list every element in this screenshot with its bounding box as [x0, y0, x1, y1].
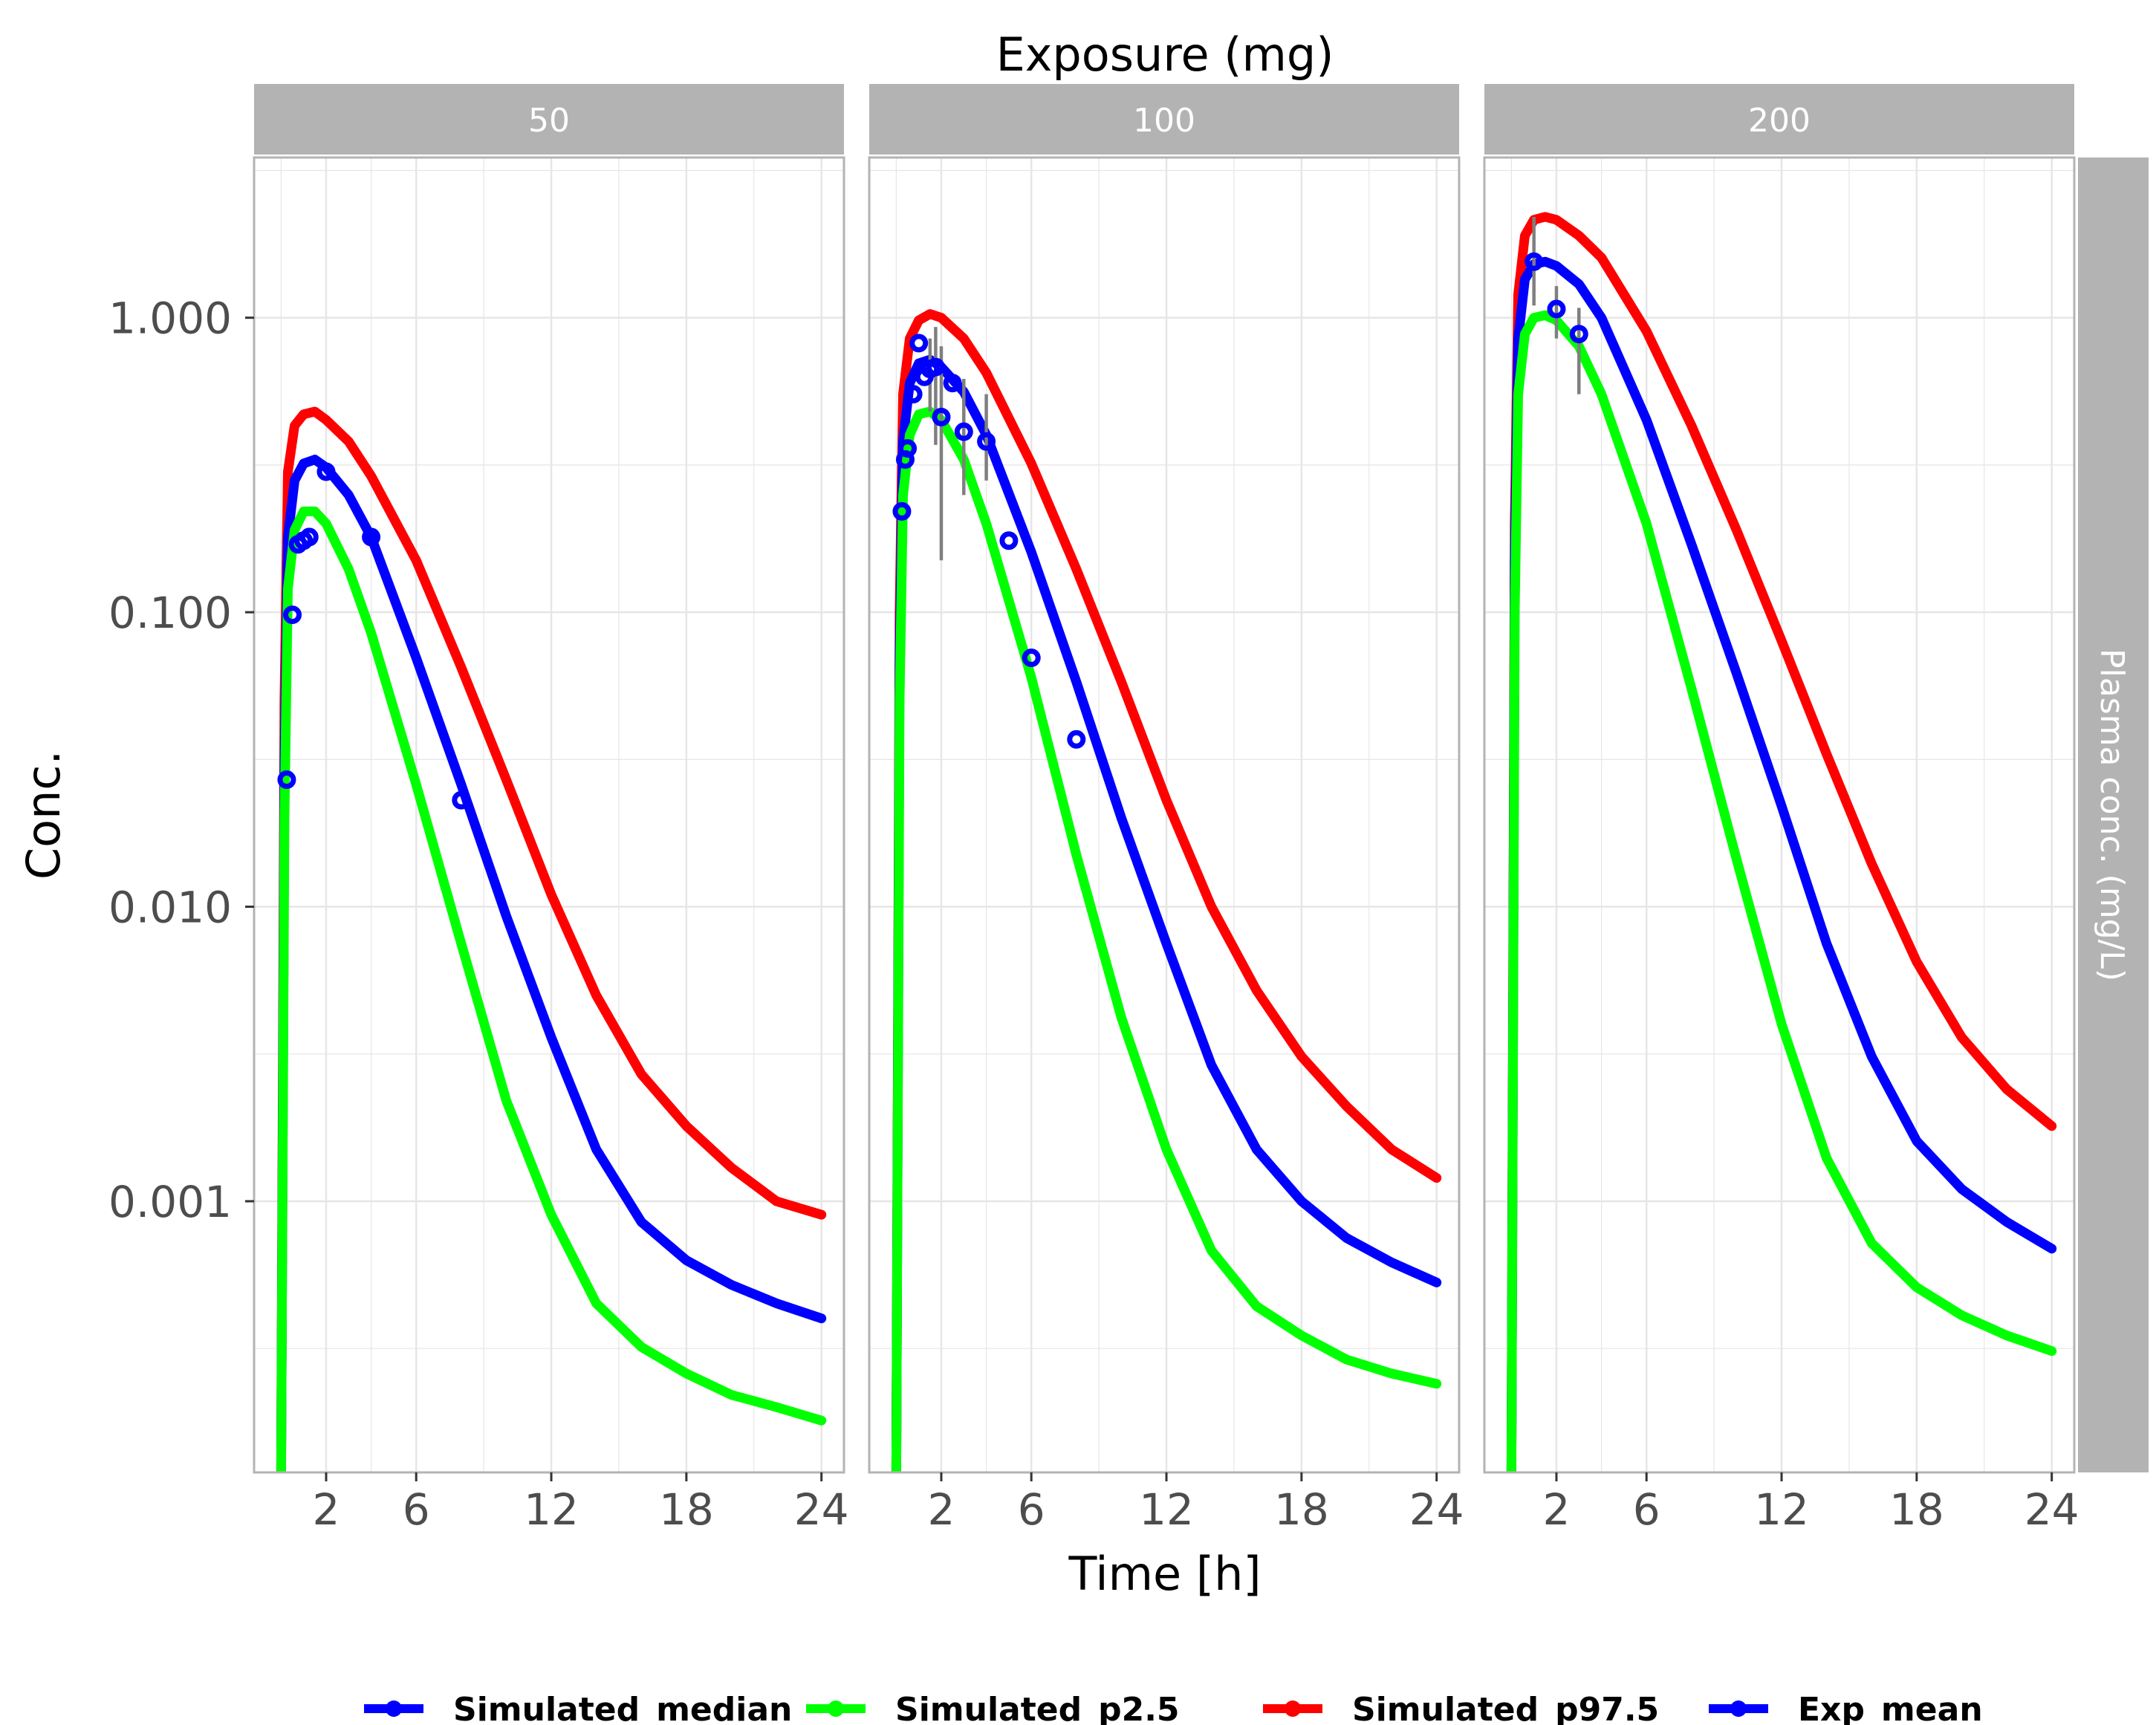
series-line-simulated-p97-5	[1506, 212, 2057, 1472]
series-line-simulated-p2-5	[1506, 310, 2057, 1472]
exp-mean-point	[1547, 299, 1566, 319]
legend-key-point	[1285, 1700, 1301, 1717]
exp-mean-point	[316, 462, 336, 481]
legend-key-point	[386, 1700, 402, 1717]
x-tick-label: 18	[659, 1484, 714, 1535]
exp-mean-point	[926, 357, 945, 377]
errorbars	[1532, 216, 1581, 394]
row-strip: Plasma conc. (mg/L)	[2078, 157, 2149, 1472]
grid	[1484, 157, 2074, 1472]
exp-mean-point	[299, 527, 319, 547]
exp-mean-point	[1569, 325, 1588, 344]
x-tick-label: 12	[524, 1484, 579, 1535]
series-line-simulated-median	[1506, 256, 2057, 1472]
x-tick-label: 6	[403, 1484, 430, 1535]
exp-mean-point	[954, 422, 973, 441]
y-tick-label: 0.100	[108, 588, 232, 638]
x-axis: 2 6 12 18 24	[313, 1472, 849, 1535]
x-axis: 2 6 12 18 24	[928, 1472, 1464, 1535]
observed-points	[277, 462, 471, 810]
y-axis-title: Conc.	[16, 750, 71, 880]
exp-mean-point	[909, 334, 929, 353]
grid	[254, 157, 844, 1472]
row-strip-background	[2078, 157, 2149, 1472]
panel-border	[253, 156, 845, 1474]
exp-mean-point	[277, 770, 296, 790]
legend-key-point	[1730, 1700, 1747, 1717]
x-tick-label: 18	[1274, 1484, 1329, 1535]
series-line-simulated-p97-5	[276, 406, 827, 1472]
legend-label: Simulated_p97.5	[1352, 1691, 1659, 1725]
x-tick-label: 12	[1139, 1484, 1194, 1535]
y-tick-label: 0.010	[108, 883, 232, 933]
legend-item: Exp_mean	[1709, 1691, 1983, 1725]
x-axis-title: Time [h]	[1068, 1547, 1261, 1601]
y-tick-label: 1.000	[108, 293, 232, 344]
panel-50: 50 2 6 12 18 24 0.001 0.010 0.100 1.000	[108, 84, 849, 1535]
legend-key-point	[828, 1700, 844, 1717]
exp-mean-point	[1022, 649, 1041, 668]
exp-mean-point	[1067, 730, 1086, 749]
exp-mean-point	[892, 501, 912, 521]
series-line-simulated-p97-5	[891, 309, 1442, 1472]
chart-title: Exposure (mg)	[996, 27, 1334, 82]
panel-border	[868, 156, 1461, 1474]
row-strip-label: Plasma conc. (mg/L)	[2093, 649, 2131, 981]
x-tick-label: 2	[1543, 1484, 1571, 1535]
legend-item: Simulated_p97.5	[1263, 1691, 1659, 1725]
grid	[869, 157, 1459, 1472]
exp-mean-point	[932, 407, 951, 426]
observed-points	[892, 334, 1086, 749]
panel-100: 100 2 6 12 18 24	[868, 84, 1464, 1535]
panel-strip-100	[869, 84, 1459, 155]
panel-strip-200	[1484, 84, 2074, 155]
exp-mean-point	[283, 605, 302, 625]
series-line-simulated-median	[276, 455, 827, 1472]
legend-label: Simulated_p2.5	[895, 1691, 1180, 1725]
x-tick-label: 2	[928, 1484, 955, 1535]
observed-points	[1525, 252, 1588, 344]
y-tick-label: 0.001	[108, 1177, 232, 1227]
x-tick-label: 18	[1889, 1484, 1944, 1535]
panel-200: 200 2 6 12 18 24	[1483, 84, 2079, 1535]
series-group	[276, 406, 827, 1472]
panel-strip-label: 100	[1133, 102, 1195, 140]
exp-mean-point	[362, 527, 381, 547]
legend-label: Exp_mean	[1798, 1691, 1983, 1725]
x-tick-label: 24	[2025, 1484, 2079, 1535]
legend-label: Simulated_median	[453, 1691, 792, 1725]
series-line-simulated-median	[891, 354, 1442, 1472]
x-tick-label: 6	[1633, 1484, 1660, 1535]
x-tick-label: 6	[1018, 1484, 1045, 1535]
legend: Simulated_median Simulated_p2.5 Simulated_…	[364, 1691, 1983, 1725]
x-tick-label: 24	[1409, 1484, 1464, 1535]
series-line-simulated-p2-5	[891, 406, 1442, 1472]
x-tick-label: 12	[1754, 1484, 1809, 1535]
exp-mean-point	[943, 374, 962, 393]
x-tick-label: 24	[794, 1484, 849, 1535]
legend-item: Simulated_p2.5	[806, 1691, 1180, 1725]
panel-strip-label: 50	[528, 102, 570, 140]
panel-strip-50	[254, 84, 844, 155]
exp-mean-point	[999, 531, 1019, 550]
panel-strip-label: 200	[1748, 102, 1811, 140]
x-tick-label: 2	[313, 1484, 340, 1535]
x-axis: 2 6 12 18 24	[1543, 1472, 2079, 1535]
series-group	[891, 309, 1442, 1472]
exp-mean-point	[898, 439, 918, 458]
exp-mean-point	[903, 385, 923, 404]
y-axis: 0.001 0.010 0.100 1.000	[108, 293, 254, 1227]
legend-item: Simulated_median	[364, 1691, 792, 1725]
exp-mean-point	[452, 790, 471, 810]
series-line-simulated-p2-5	[276, 506, 827, 1472]
panel-border	[1483, 156, 2076, 1474]
exp-mean-point	[1525, 252, 1544, 271]
series-group	[1506, 212, 2057, 1472]
exp-mean-point	[977, 432, 996, 451]
